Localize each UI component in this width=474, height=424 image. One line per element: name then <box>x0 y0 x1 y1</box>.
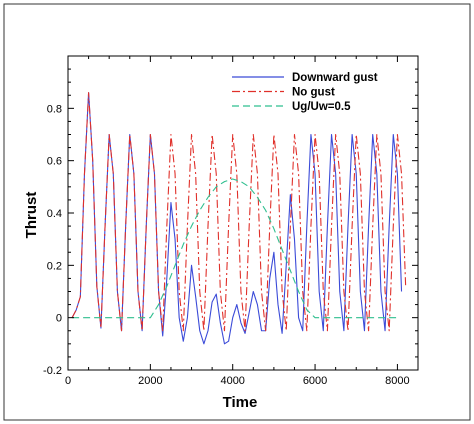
axes-layer: 0 2000 4000 6000 8000-0.200.20.40.60.8 <box>43 55 419 387</box>
y-tick-label: 0.6 <box>47 156 62 168</box>
legend: Downward gust No gust Ug/Uw=0.5 <box>232 72 378 113</box>
legend-label-2: Ug/Uw=0.5 <box>292 101 351 113</box>
y-axis-title: Thrust <box>23 192 40 239</box>
y-tick-label: 0.8 <box>47 103 62 115</box>
legend-label-0: Downward gust <box>292 72 378 84</box>
x-axis-title: Time <box>223 394 258 411</box>
x-tick-label: 0 <box>65 375 71 387</box>
y-tick-label: 0.2 <box>47 260 62 272</box>
x-tick-label: 8000 <box>385 375 409 387</box>
y-tick-label: -0.2 <box>43 365 62 377</box>
legend-label-1: No gust <box>292 87 335 99</box>
plot-layer <box>71 92 407 345</box>
series-line-1 <box>71 92 407 332</box>
x-tick-label: 6000 <box>303 375 327 387</box>
figure-frame <box>3 3 471 421</box>
series-line-2 <box>72 178 398 319</box>
y-tick-label: 0 <box>56 313 62 325</box>
y-tick-label: 0.4 <box>47 208 62 220</box>
x-tick-label: 4000 <box>220 375 244 387</box>
x-tick-label: 2000 <box>138 375 162 387</box>
